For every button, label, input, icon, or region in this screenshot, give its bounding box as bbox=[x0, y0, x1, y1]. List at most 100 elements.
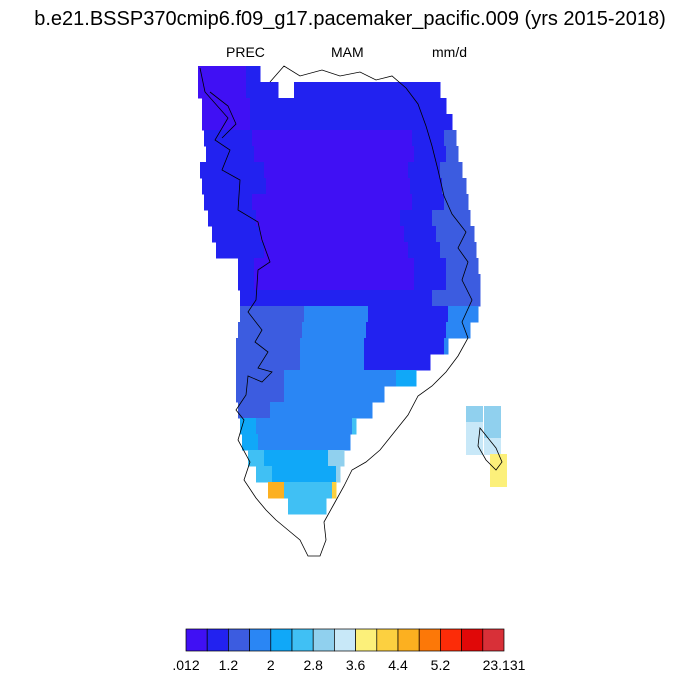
colorbar-labels: .012 1.2 2 2.8 3.6 4.4 5.2 23.131 bbox=[172, 657, 525, 673]
grid-cell bbox=[250, 114, 267, 131]
grid-cell bbox=[414, 258, 431, 275]
grid-cell bbox=[214, 82, 231, 99]
grid-cell bbox=[466, 422, 483, 439]
grid-cell bbox=[424, 242, 441, 259]
grid-cell bbox=[340, 226, 357, 243]
grid-cell bbox=[462, 258, 479, 275]
grid-cell bbox=[268, 370, 285, 387]
grid-cell bbox=[412, 370, 417, 387]
grid-cell bbox=[302, 258, 319, 275]
grid-cell bbox=[248, 162, 265, 179]
grid-cell bbox=[254, 146, 271, 163]
colorbar-box bbox=[312, 628, 335, 652]
grid-cell bbox=[336, 466, 341, 483]
grid-cell bbox=[256, 466, 273, 483]
grid-cell bbox=[394, 98, 411, 115]
grid-cell bbox=[316, 338, 333, 355]
grid-cell bbox=[336, 210, 353, 227]
grid-cell bbox=[206, 146, 223, 163]
grid-cell bbox=[272, 306, 289, 323]
colorbar-box bbox=[228, 628, 250, 652]
grid-cell bbox=[484, 406, 501, 423]
season-label: MAM bbox=[331, 44, 364, 60]
grid-cell bbox=[288, 306, 305, 323]
grid-cell bbox=[366, 146, 383, 163]
grid-cell bbox=[440, 242, 457, 259]
grid-cell bbox=[444, 130, 457, 147]
colorbar-box bbox=[376, 628, 399, 652]
grid-cell bbox=[318, 322, 335, 339]
grid-cell bbox=[242, 434, 259, 451]
grid-cell bbox=[432, 306, 449, 323]
grid-cell bbox=[288, 466, 305, 483]
grid-cell bbox=[408, 242, 425, 259]
colorbar-box bbox=[482, 628, 505, 652]
grid-cell bbox=[364, 338, 381, 355]
grid-cell bbox=[382, 258, 399, 275]
grid-cell bbox=[478, 274, 481, 291]
grid-cell bbox=[410, 178, 427, 195]
grid-cell bbox=[312, 450, 329, 467]
grid-cell bbox=[214, 66, 231, 83]
grid-cell bbox=[248, 450, 265, 467]
grid-cell bbox=[270, 402, 287, 419]
grid-cell bbox=[456, 162, 463, 179]
grid-cell bbox=[310, 82, 327, 99]
grid-cell bbox=[380, 370, 397, 387]
grid-cell bbox=[442, 98, 447, 115]
grid-cell bbox=[334, 146, 351, 163]
grid-cell bbox=[322, 434, 339, 451]
grid-cell bbox=[270, 146, 287, 163]
grid-cell bbox=[234, 98, 251, 115]
colorbar-box bbox=[206, 628, 229, 652]
grid-cell bbox=[284, 338, 301, 355]
grid-cell bbox=[348, 386, 365, 403]
grid-cell bbox=[252, 386, 269, 403]
grid-cell bbox=[266, 178, 283, 195]
grid-cell bbox=[264, 162, 281, 179]
grid-cell bbox=[286, 274, 303, 291]
grid-cell bbox=[342, 82, 359, 99]
grid-cell bbox=[276, 226, 293, 243]
grid-cell bbox=[230, 82, 247, 99]
colorbar-box bbox=[397, 628, 420, 652]
grid-cell bbox=[300, 130, 317, 147]
grid-cell bbox=[364, 130, 381, 147]
grid-cell bbox=[366, 402, 373, 419]
coastline bbox=[199, 65, 473, 557]
grid-cell bbox=[282, 98, 299, 115]
grid-cell bbox=[350, 322, 367, 339]
grid-cell bbox=[404, 226, 421, 243]
colorbar-boxes bbox=[185, 628, 505, 652]
grid-cell bbox=[272, 418, 289, 435]
colorbar-box bbox=[418, 628, 441, 652]
grid-cell bbox=[236, 130, 253, 147]
grid-cell bbox=[300, 338, 317, 355]
grid-cell bbox=[416, 290, 433, 307]
grid-cell bbox=[258, 434, 275, 451]
grid-cell bbox=[366, 274, 383, 291]
grid-cell bbox=[316, 194, 333, 211]
grid-cell bbox=[246, 66, 261, 83]
grid-cell bbox=[346, 114, 363, 131]
grid-cell bbox=[298, 98, 315, 115]
grid-cell bbox=[368, 306, 385, 323]
grid-cell bbox=[344, 162, 361, 179]
grid-cell bbox=[264, 450, 281, 467]
grid-cell bbox=[304, 210, 321, 227]
grid-cell bbox=[264, 242, 281, 259]
grid-cell bbox=[426, 98, 443, 115]
grid-cell bbox=[378, 178, 395, 195]
grid-cell bbox=[410, 98, 427, 115]
grid-cell bbox=[430, 146, 447, 163]
grid-cell bbox=[362, 178, 379, 195]
grid-cell bbox=[236, 194, 253, 211]
grid-cell bbox=[256, 418, 273, 435]
grid-cell bbox=[236, 338, 253, 355]
grid-cell bbox=[336, 306, 353, 323]
grid-cell bbox=[318, 146, 335, 163]
grid-cell bbox=[286, 322, 303, 339]
grid-cell bbox=[284, 370, 301, 387]
grid-cell bbox=[420, 226, 437, 243]
grid-cell bbox=[448, 290, 465, 307]
